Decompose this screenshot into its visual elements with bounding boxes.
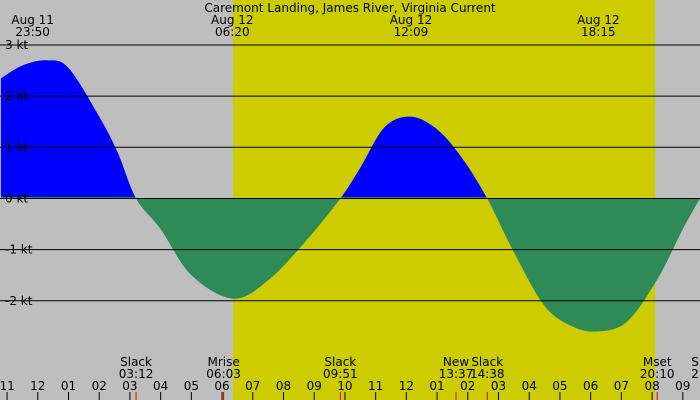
x-tick-label: 03 xyxy=(122,379,137,393)
y-tick-label: 3 kt xyxy=(5,38,28,52)
top-date: Aug 12 xyxy=(577,13,620,27)
x-tick-label: 08 xyxy=(276,379,291,393)
y-tick-label: -2 kt xyxy=(5,294,33,308)
x-tick-label: 09 xyxy=(307,379,322,393)
ebb-area xyxy=(0,197,700,332)
x-tick-label: 05 xyxy=(184,379,199,393)
x-tick-label: 10 xyxy=(337,379,352,393)
event-time: 2 xyxy=(691,367,699,381)
top-time: 12:09 xyxy=(394,25,429,39)
event-time: 03:12 xyxy=(119,367,154,381)
x-tick-label: 01 xyxy=(61,379,76,393)
top-date: Aug 11 xyxy=(11,13,54,27)
x-tick-label: 09 xyxy=(675,379,690,393)
top-date: Aug 12 xyxy=(211,13,254,27)
x-tick-label: 04 xyxy=(153,379,168,393)
x-tick-label: 11 xyxy=(0,379,15,393)
x-tick-label: 07 xyxy=(245,379,260,393)
event-label: S xyxy=(691,355,699,369)
event-label: Mrise xyxy=(207,355,239,369)
top-time: 23:50 xyxy=(15,25,50,39)
x-tick-label: 04 xyxy=(522,379,537,393)
event-label: Mset xyxy=(643,355,672,369)
flood-area xyxy=(0,60,487,197)
event-time: 20:10 xyxy=(640,367,675,381)
y-tick-label: 1 kt xyxy=(5,140,28,154)
x-tick-label: 06 xyxy=(214,379,229,393)
x-tick-label: 06 xyxy=(583,379,598,393)
x-tick-label: 08 xyxy=(644,379,659,393)
x-tick-label: 12 xyxy=(30,379,45,393)
chart-title: Caremont Landing, James River, Virginia … xyxy=(204,1,496,15)
event-label: New xyxy=(443,355,469,369)
x-tick-label: 05 xyxy=(552,379,567,393)
x-tick-label: 01 xyxy=(429,379,444,393)
event-time: 06:03 xyxy=(206,367,241,381)
top-date: Aug 12 xyxy=(390,13,433,27)
top-time: 06:20 xyxy=(215,25,250,39)
x-tick-label: 03 xyxy=(491,379,506,393)
event-time: 14:38 xyxy=(470,367,505,381)
y-tick-label: 0 kt xyxy=(5,191,28,205)
x-tick-label: 02 xyxy=(92,379,107,393)
y-tick-label: 2 kt xyxy=(5,89,28,103)
event-time: 13:37 xyxy=(439,367,474,381)
top-time: 18:15 xyxy=(581,25,616,39)
x-tick-label: 07 xyxy=(614,379,629,393)
y-tick-label: -1 kt xyxy=(5,243,33,257)
event-label: Slack xyxy=(471,355,503,369)
x-tick-label: 11 xyxy=(368,379,383,393)
x-tick-label: 02 xyxy=(460,379,475,393)
event-label: Slack xyxy=(120,355,152,369)
x-tick-label: 12 xyxy=(399,379,414,393)
event-time: 09:51 xyxy=(323,367,358,381)
event-label: Slack xyxy=(324,355,356,369)
